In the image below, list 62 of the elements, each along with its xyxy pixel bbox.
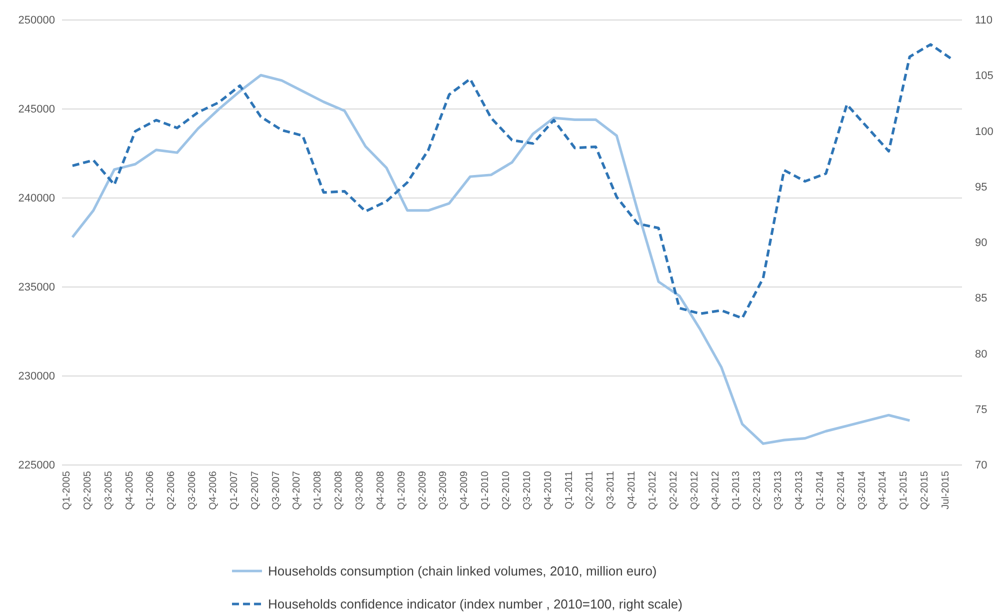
x-tick-label: Q2-2008: [334, 470, 345, 510]
x-tick-label: Q3-2008: [354, 470, 366, 510]
legend-label: Households consumption (chain linked volumes, 2010, million euro): [268, 564, 657, 578]
x-tick-label: Q4-2011: [626, 470, 638, 510]
x-tick-label: Q1-2012: [648, 470, 659, 510]
x-tick-label: Q2-2006: [166, 470, 178, 510]
y2-tick-label: 105: [975, 70, 994, 82]
x-tick-label: Q4-2010: [542, 470, 554, 510]
x-tick-label: Q2-2013: [752, 470, 764, 510]
x-tick-label: Jul-2015: [940, 470, 952, 510]
x-tick-label: Q1-2008: [312, 470, 324, 510]
x-tick-label: Q1-2014: [814, 470, 826, 510]
y2-tick-label: 95: [975, 181, 988, 194]
x-tick-label: Q2-2010: [501, 470, 512, 510]
x-tick-label: Q1-2015: [898, 470, 910, 510]
x-tick-label: Q1-2009: [396, 470, 408, 510]
y-tick-label: 235000: [18, 282, 55, 294]
y-tick-label: 240000: [18, 192, 55, 205]
x-tick-label: Q4-2008: [375, 470, 386, 510]
x-tick-label: Q3-2014: [856, 470, 868, 510]
x-tick-label: Q1-2005: [61, 470, 72, 510]
y2-tick-label: 100: [975, 126, 994, 138]
x-tick-label: Q1-2007: [228, 470, 240, 510]
y-tick-label: 225000: [18, 460, 55, 472]
x-tick-label: Q1-2006: [145, 470, 156, 510]
x-tick-label: Q4-2009: [459, 470, 470, 510]
line-series: [71, 43, 953, 320]
x-tick-label: Q3-2010: [522, 470, 533, 510]
y-tick-label: 250000: [18, 14, 55, 27]
legend-label: Households confidence indicator (index number , 2010=100, right scale): [268, 596, 682, 612]
x-tick-label: Q3-2005: [103, 470, 114, 510]
x-tick-label: Q2-2012: [668, 470, 680, 510]
x-tick-label: Q2-2009: [417, 470, 428, 510]
x-tick-label: Q3-2007: [270, 470, 282, 510]
y2-tick-label: 110: [975, 14, 993, 27]
y2-tick-label: 80: [975, 348, 988, 360]
x-tick-label: Q4-2012: [710, 470, 722, 510]
x-tick-label: Q2-2007: [250, 470, 261, 510]
x-tick-label: Q1-2011: [564, 470, 575, 510]
y2-tick-label: 85: [975, 292, 988, 305]
x-tick-label: Q3-2009: [438, 470, 450, 510]
y-tick-label: 230000: [18, 370, 55, 383]
x-tick-label: Q2-2011: [584, 470, 596, 510]
x-tick-label: Q4-2005: [124, 470, 136, 510]
x-tick-label: Q2-2014: [836, 470, 847, 510]
x-tick-label: Q4-2014: [878, 470, 889, 510]
y2-tick-label: 70: [975, 460, 988, 472]
x-tick-label: Q1-2013: [731, 470, 742, 510]
x-tick-label: Q3-2012: [689, 470, 700, 510]
y2-tick-label: 75: [975, 404, 988, 416]
x-tick-label: Q4-2013: [794, 470, 806, 510]
x-tick-label: Q4-2007: [292, 470, 303, 510]
y-tick-label: 245000: [18, 104, 55, 116]
x-tick-label: Q3-2006: [187, 470, 198, 510]
y2-tick-label: 90: [975, 237, 988, 250]
x-tick-label: Q2-2015: [920, 470, 931, 510]
x-tick-label: Q4-2006: [208, 470, 219, 510]
x-tick-label: Q3-2011: [606, 470, 617, 510]
x-tick-label: Q3-2013: [773, 470, 784, 510]
x-tick-label: Q2-2005: [82, 470, 94, 510]
x-tick-label: Q1-2010: [480, 470, 492, 510]
line-series: [71, 74, 911, 445]
